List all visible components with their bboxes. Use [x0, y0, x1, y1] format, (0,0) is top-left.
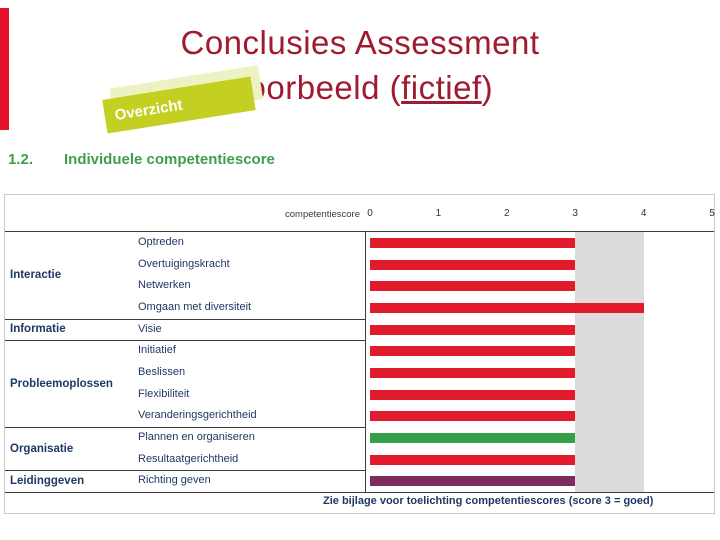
competency-label: Initiatief	[138, 344, 176, 357]
competency-label: Richting geven	[138, 474, 211, 487]
left-accent-stripe	[0, 8, 9, 130]
group-separator	[5, 427, 366, 428]
axis-tick: 4	[640, 208, 647, 219]
chart-body: Interactie Optreden Overtuigingskracht Netw…	[5, 232, 714, 492]
competency-bar	[370, 411, 576, 422]
group-separator	[5, 319, 366, 320]
chart-footnote: Zie bijlage voor toelichting competentie…	[323, 495, 654, 507]
competency-label: Resultaatgerichtheid	[138, 452, 239, 465]
axis-tick: 3	[572, 208, 578, 219]
good-score-band	[575, 232, 644, 492]
competency-bar	[370, 259, 576, 270]
competency-label: Optreden	[138, 236, 184, 248]
axis-tick: 5	[709, 208, 715, 219]
axis-tick: 2	[504, 208, 510, 219]
competency-bar	[370, 476, 576, 487]
underlined-word: fictief	[401, 69, 482, 106]
category-label: Probleemoplossen	[10, 377, 113, 390]
category-label: Leidinggeven	[10, 475, 85, 488]
chart-top-border	[5, 231, 714, 232]
category-label: Organisatie	[10, 442, 74, 455]
competency-bar	[370, 389, 576, 400]
competency-bar	[370, 367, 576, 378]
competency-bar	[370, 302, 644, 313]
competency-bar	[370, 281, 576, 292]
chart-axis-header: competentiescore 0 1 2 3 4 5	[5, 195, 715, 231]
competency-label: Netwerken	[138, 279, 191, 292]
competency-bar	[370, 454, 576, 465]
competency-label: Visie	[138, 322, 162, 335]
competency-bar	[370, 324, 576, 335]
slide-title-line1: Conclusies Assessment	[180, 24, 540, 61]
competency-label: Overtuigingskracht	[138, 257, 230, 270]
overview-tab: Overzicht	[102, 65, 264, 134]
section-number: 1.2.	[8, 151, 34, 168]
competency-label: Omgaan met diversiteit	[138, 301, 252, 313]
competency-bar	[370, 237, 576, 248]
axis-caption: competentiescore	[285, 209, 360, 220]
section-title: Individuele competentiescore	[64, 151, 275, 168]
group-separator	[5, 470, 366, 471]
chart-bottom-border	[5, 492, 714, 493]
section-heading: 1.2. Individuele competentiescore	[0, 151, 720, 171]
group-separator	[5, 340, 366, 341]
competency-bar	[370, 346, 576, 357]
label-plot-divider	[365, 232, 366, 492]
competency-bar	[370, 432, 576, 443]
competency-label: Flexibiliteit	[138, 387, 190, 400]
competency-label: Veranderingsgerichtheid	[138, 409, 257, 422]
competency-label: Beslissen	[138, 366, 186, 378]
category-label: Interactie	[10, 269, 62, 282]
overview-tab-label: Overzicht	[113, 96, 184, 124]
category-label: Informatie	[10, 323, 66, 336]
competency-chart: competentiescore 0 1 2 3 4 5 Interactie Optred…	[4, 194, 715, 514]
axis-tick: 1	[435, 208, 442, 219]
slide-title: Conclusies Assessment Voorbeeld (fictief…	[0, 20, 720, 110]
axis-tick: 0	[367, 208, 373, 219]
competency-label: Plannen en organiseren	[138, 431, 255, 443]
